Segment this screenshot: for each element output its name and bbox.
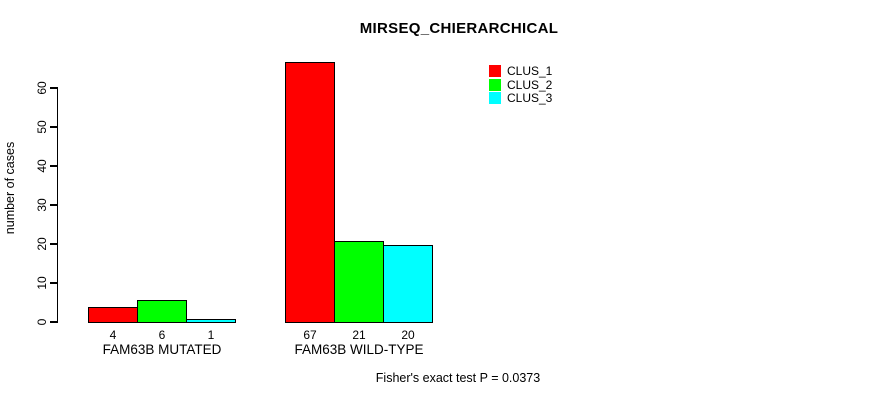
chart-title: MIRSEQ_CHIERARCHICAL [359,20,559,37]
bar-value-label: 1 [207,328,215,342]
legend-item-clus-3: CLUS_3 [489,92,552,105]
bar-clus-3-fam63b-mutated [186,319,236,323]
bar-clus-1-fam63b-mutated [88,307,138,323]
bar-clus-1-fam63b-wild-type [285,62,335,323]
bar-clus-3-fam63b-wild-type [383,245,433,323]
y-tick [50,87,58,89]
category-label-fam63b-mutated: FAM63B MUTATED [102,342,222,357]
y-tick-label: 40 [35,159,49,173]
legend-item-clus-1: CLUS_1 [489,65,552,78]
y-tick-label: 0 [35,318,49,326]
y-tick-label: 20 [35,237,49,251]
category-label-fam63b-wild-type: FAM63B WILD-TYPE [294,342,424,357]
y-tick [50,126,58,128]
y-tick [50,165,58,167]
legend: CLUS_1 CLUS_2 CLUS_3 [489,65,552,105]
legend-item-clus-2: CLUS_2 [489,77,553,92]
legend-label: CLUS_1 [507,64,553,79]
bar-clus-2-fam63b-mutated [137,300,187,323]
annotation-text: Fisher's exact test P = 0.0373 [375,371,541,385]
legend-swatch-clus-3 [489,92,501,105]
y-tick-label: 30 [35,198,49,212]
legend-swatch-clus-1 [489,65,501,78]
y-tick-label: 50 [35,120,49,134]
y-tick-label: 60 [35,81,49,95]
y-tick-label: 10 [35,276,49,290]
bar-value-label: 6 [158,328,166,342]
y-axis-title: number of cases [3,141,17,235]
bar-value-label: 4 [109,328,117,342]
y-tick [50,282,58,284]
bar-clus-2-fam63b-wild-type [334,241,384,323]
legend-label: CLUS_2 [507,77,553,92]
bar-value-label: 20 [401,328,415,342]
y-tick [50,321,58,323]
legend-swatch-clus-2 [489,78,501,91]
y-tick [50,243,58,245]
bar-value-label: 21 [352,328,366,342]
y-tick [50,204,58,206]
legend-label: CLUS_3 [507,91,553,106]
bar-value-label: 67 [303,328,317,342]
